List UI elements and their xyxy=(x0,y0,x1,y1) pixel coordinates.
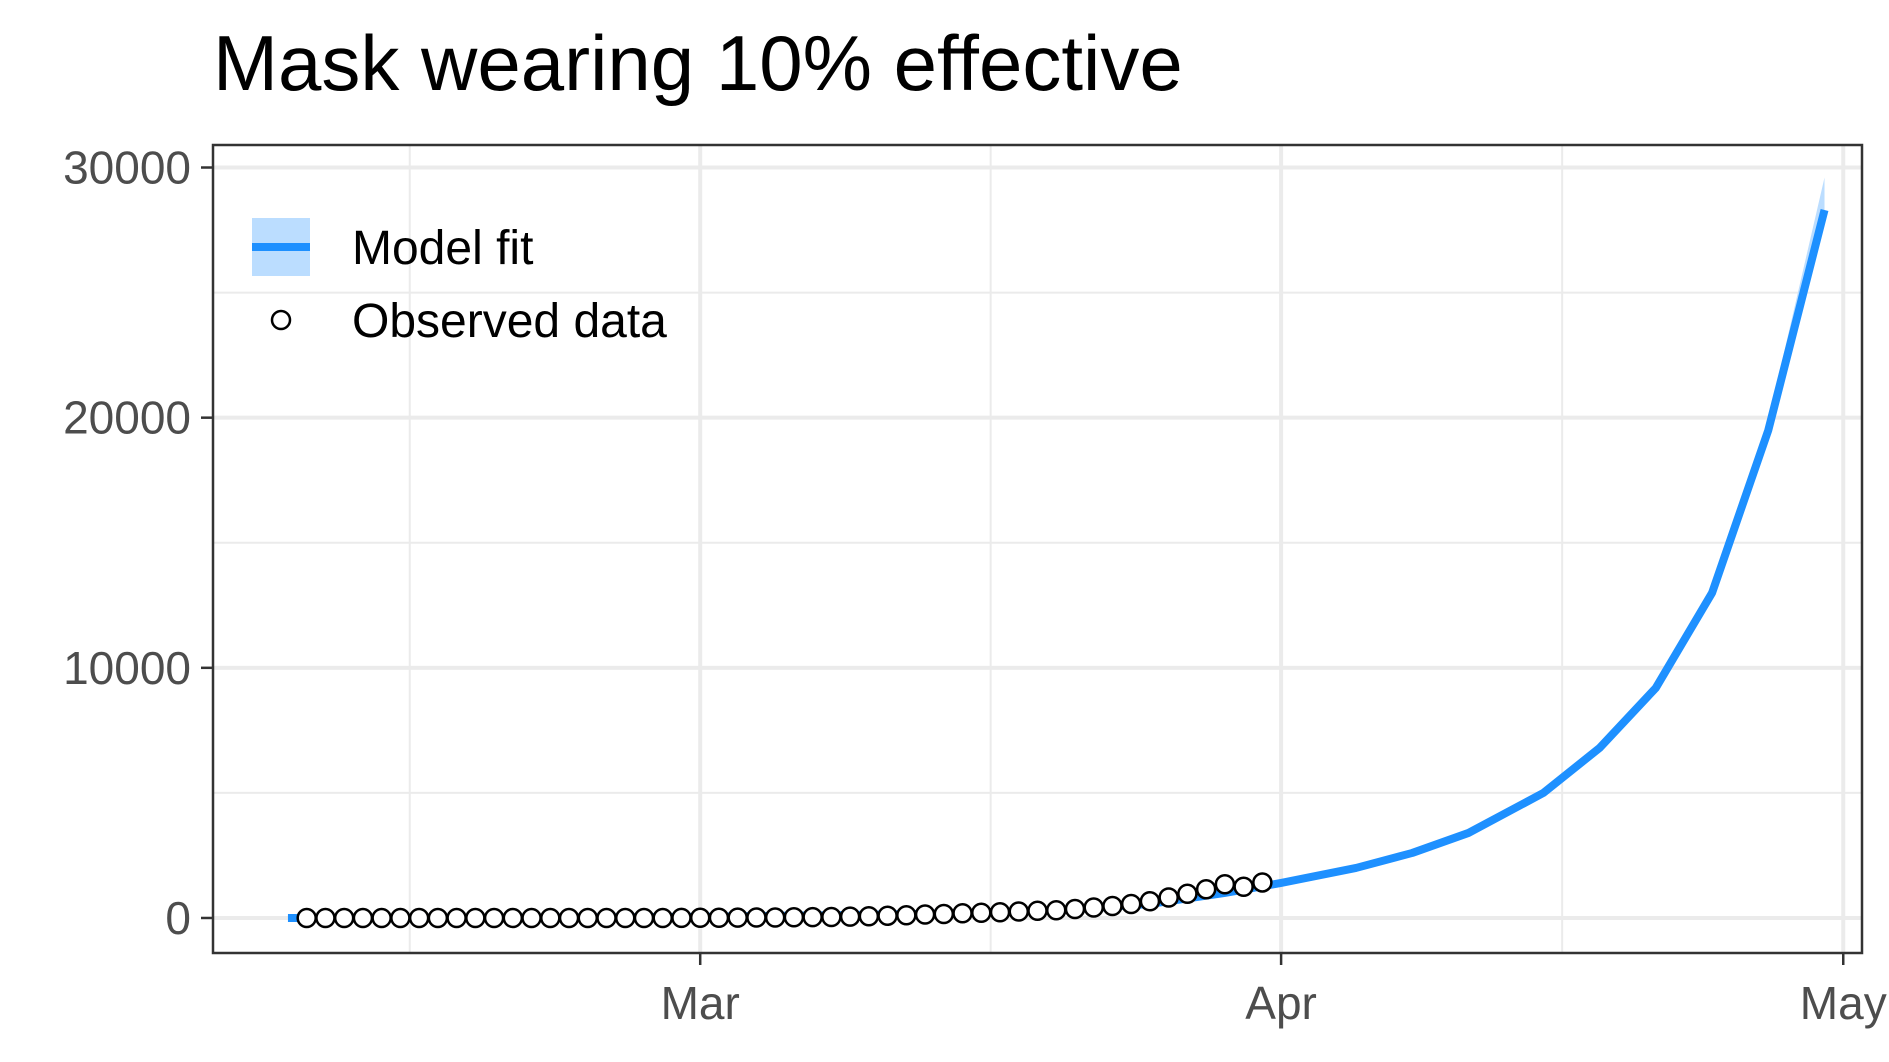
observed-points-layer xyxy=(296,872,1273,929)
observed-point xyxy=(896,904,917,926)
observed-point xyxy=(989,901,1011,923)
y-tick-label: 0 xyxy=(165,892,191,944)
observed-point xyxy=(1195,878,1217,900)
observed-point xyxy=(708,907,730,928)
observed-point xyxy=(577,907,599,929)
observed-point xyxy=(446,907,467,929)
observed-point xyxy=(502,907,524,929)
observed-point xyxy=(465,907,486,929)
observed-point xyxy=(615,907,636,929)
model-fit-ribbon-layer xyxy=(287,177,1825,918)
observed-point xyxy=(1102,895,1123,917)
x-tick-label: Apr xyxy=(1245,977,1317,1029)
observed-point xyxy=(671,907,692,929)
observed-point xyxy=(746,907,767,928)
observed-point xyxy=(483,907,505,929)
observed-point xyxy=(933,903,955,925)
observed-point xyxy=(858,905,880,927)
observed-point xyxy=(1083,897,1104,918)
observed-point xyxy=(764,907,786,928)
observed-point xyxy=(633,907,655,929)
observed-point xyxy=(971,902,992,923)
observed-point xyxy=(315,907,336,929)
observed-point xyxy=(558,907,580,929)
observed-point xyxy=(1064,898,1086,920)
observed-point xyxy=(1177,883,1198,904)
observed-point xyxy=(727,907,748,928)
observed-point xyxy=(333,907,355,929)
observed-point xyxy=(1008,901,1030,922)
y-tick-label: 20000 xyxy=(63,392,191,444)
legend-label-model-fit: Model fit xyxy=(352,222,533,275)
x-axis: Mar Apr May xyxy=(661,953,1887,1029)
observed-point xyxy=(1252,872,1273,893)
observed-point xyxy=(296,907,317,929)
observed-point xyxy=(390,907,411,929)
observed-point xyxy=(596,907,617,929)
x-tick-label: Mar xyxy=(661,977,740,1029)
observed-point xyxy=(802,906,823,928)
observed-point xyxy=(952,902,973,924)
observed-point xyxy=(839,906,861,927)
observed-point xyxy=(1045,899,1067,921)
observed-point xyxy=(1139,890,1161,912)
grid-minor xyxy=(213,145,1862,953)
observed-point xyxy=(521,907,542,929)
observed-point xyxy=(821,906,842,928)
observed-point xyxy=(1120,893,1142,915)
y-tick-label: 30000 xyxy=(63,142,191,194)
observed-point xyxy=(427,907,449,929)
legend: Model fit Observed data xyxy=(252,218,667,348)
observed-point xyxy=(1214,873,1236,895)
observed-point xyxy=(1027,900,1048,921)
observed-point xyxy=(652,907,673,929)
observed-point xyxy=(371,907,392,929)
y-axis: 0 10000 20000 30000 xyxy=(63,142,213,944)
panel-border xyxy=(211,143,1864,955)
legend-key-observed-data xyxy=(270,309,292,331)
observed-point xyxy=(783,906,805,928)
observed-point xyxy=(352,907,374,929)
chart-title: Mask wearing 10% effective xyxy=(213,19,1183,107)
observed-point xyxy=(689,907,711,928)
x-tick-label: May xyxy=(1800,977,1887,1029)
observed-point xyxy=(1158,887,1179,908)
observed-point xyxy=(877,905,898,926)
observed-point xyxy=(914,904,936,925)
observed-point xyxy=(540,907,561,929)
model-fit-ribbon xyxy=(287,177,1825,918)
y-tick-label: 10000 xyxy=(63,642,191,694)
observed-point xyxy=(1233,876,1254,897)
observed-point xyxy=(408,907,430,929)
legend-label-observed-data: Observed data xyxy=(352,295,667,348)
